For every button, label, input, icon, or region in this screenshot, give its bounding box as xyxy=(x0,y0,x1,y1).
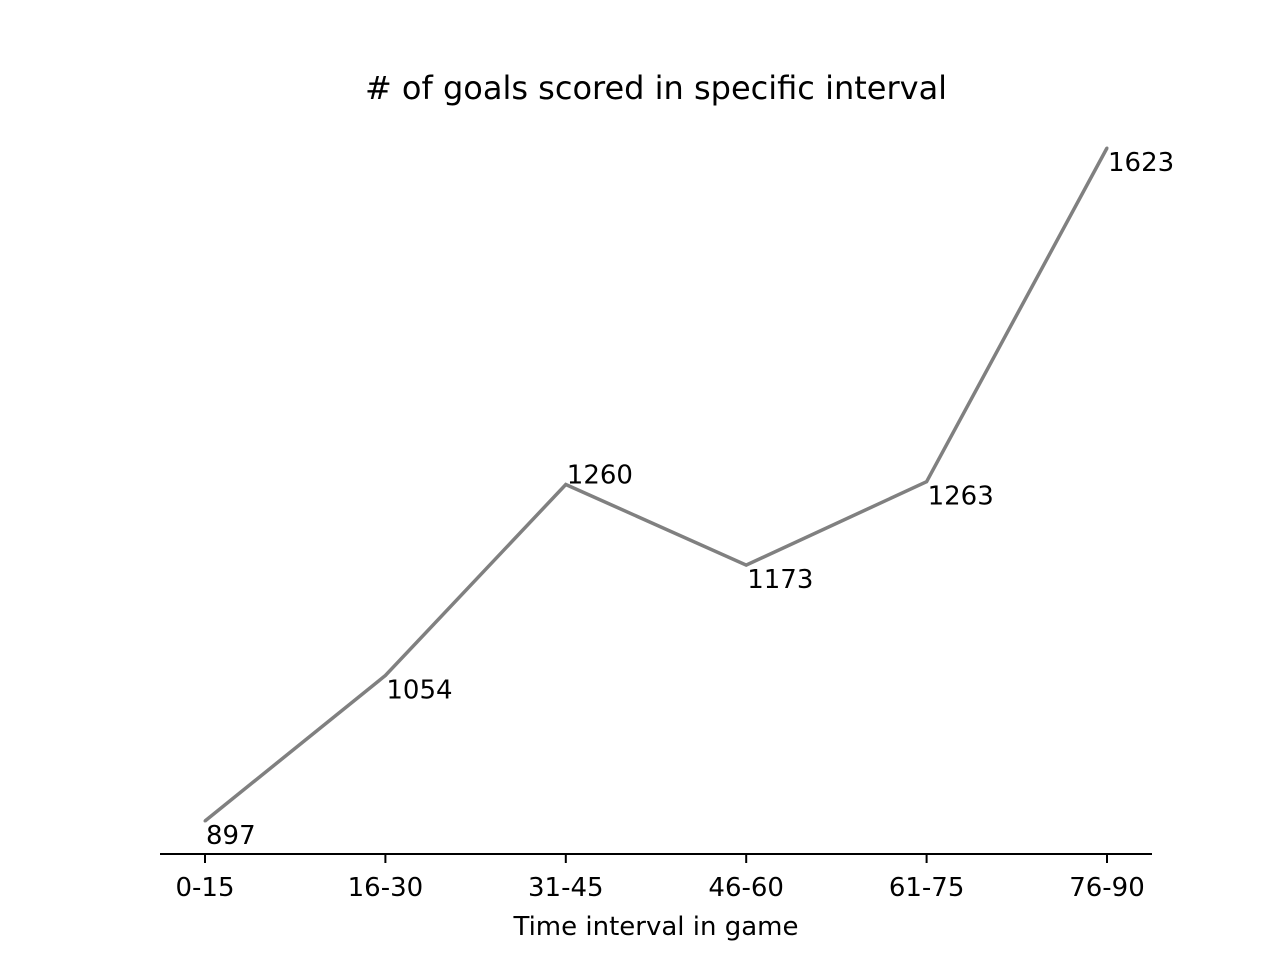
series-line xyxy=(203,147,1109,823)
data-point xyxy=(744,563,748,567)
data-point xyxy=(1105,146,1109,150)
data-label: 1054 xyxy=(386,675,452,705)
x-tick-label: 76-90 xyxy=(1069,873,1145,903)
x-axis-label: Time interval in game xyxy=(512,912,798,942)
data-point xyxy=(925,480,929,484)
data-point xyxy=(383,673,387,677)
data-label: 897 xyxy=(206,821,256,851)
x-tick-label: 31-45 xyxy=(528,873,604,903)
x-axis-ticks: 0-15 16-30 31-45 46-60 61-75 76-90 xyxy=(175,854,1145,903)
data-labels: 897 1054 1260 1173 1263 1623 xyxy=(206,148,1174,851)
x-tick-label: 0-15 xyxy=(175,873,234,903)
data-label: 1263 xyxy=(928,482,994,512)
x-tick-label: 61-75 xyxy=(889,873,965,903)
data-point xyxy=(564,483,568,486)
data-point xyxy=(203,819,207,823)
data-label: 1623 xyxy=(1108,148,1174,178)
chart-title: # of goals scored in specific interval xyxy=(365,69,947,107)
series-group xyxy=(203,146,1109,823)
data-label: 1260 xyxy=(567,461,633,491)
data-label: 1173 xyxy=(747,565,813,595)
x-tick-label: 16-30 xyxy=(348,873,424,903)
x-tick-label: 46-60 xyxy=(708,873,784,903)
